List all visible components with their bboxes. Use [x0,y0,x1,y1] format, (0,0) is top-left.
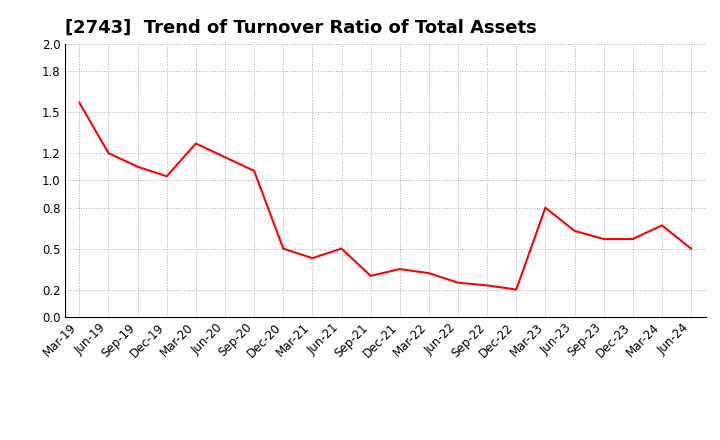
Text: [2743]  Trend of Turnover Ratio of Total Assets: [2743] Trend of Turnover Ratio of Total … [65,19,536,37]
